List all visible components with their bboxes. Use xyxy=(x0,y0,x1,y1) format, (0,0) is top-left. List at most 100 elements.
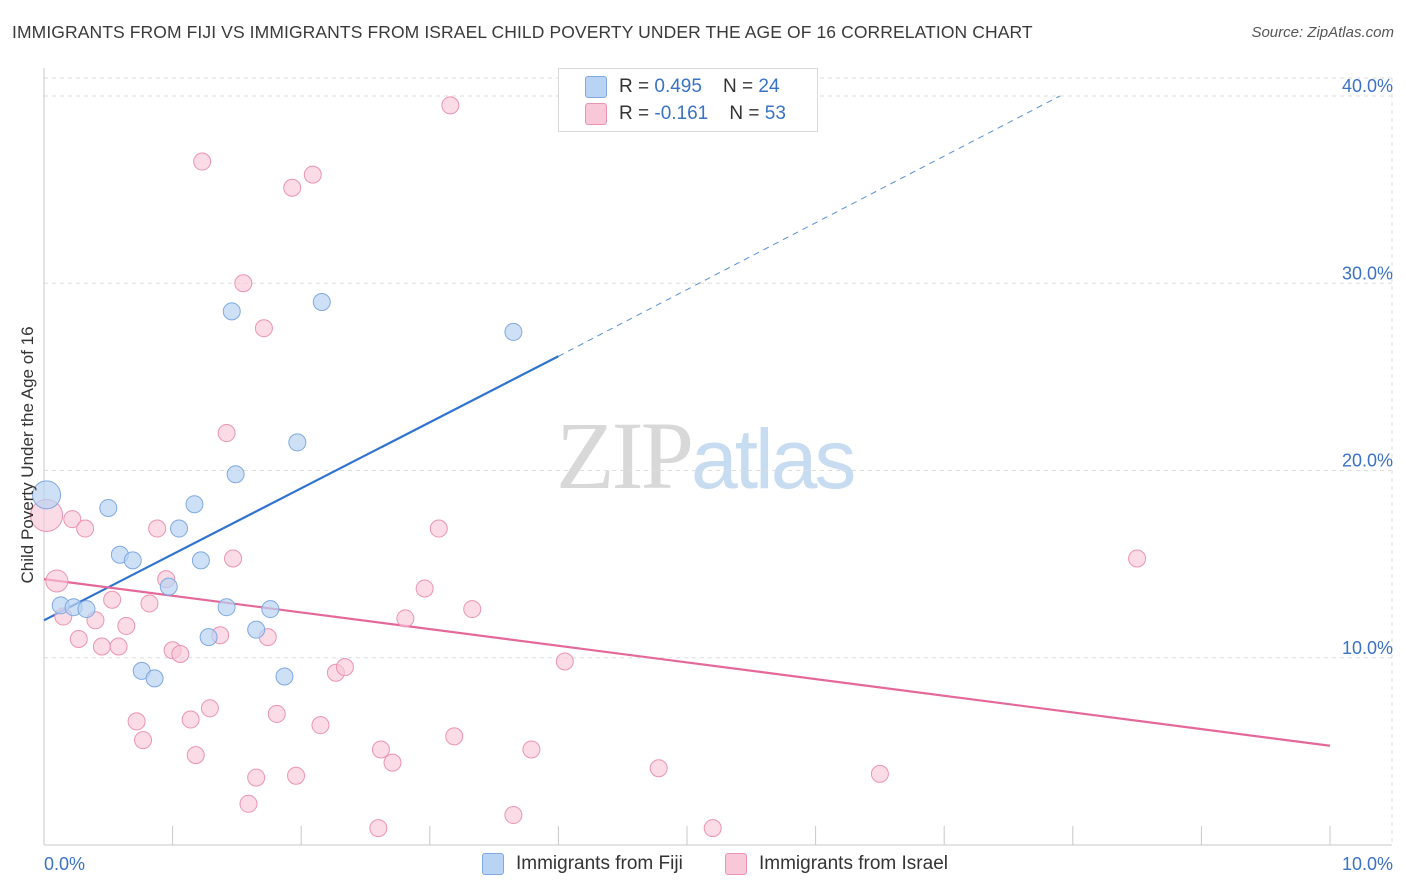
fiji-point-6 xyxy=(123,551,142,570)
israel-point-8 xyxy=(103,590,122,609)
axis-labels: 10.0% 20.0% 30.0% 40.0% 0.0% 10.0% Child Pover… xyxy=(18,76,1393,874)
israel-legend-label: Immigrants from Israel xyxy=(759,853,948,874)
israel-point-23 xyxy=(217,424,236,443)
y-tick-label-1: 20.0% xyxy=(1342,451,1393,471)
fiji-swatch xyxy=(585,76,607,98)
fiji-point-13 xyxy=(199,628,218,647)
fiji-legend-swatch xyxy=(482,853,504,875)
trend-lines xyxy=(43,95,1331,747)
israel-point-45 xyxy=(463,600,482,619)
fiji-point-19 xyxy=(275,667,294,686)
israel-point-13 xyxy=(140,594,159,613)
israel-point-47 xyxy=(522,740,541,759)
grid-lines xyxy=(44,77,1393,845)
fiji-point-10 xyxy=(170,519,189,538)
israel-n-value: 53 xyxy=(764,103,786,124)
israel-swatch xyxy=(585,103,607,125)
legend-israel-text: R = -0.161 N = 53 xyxy=(619,103,786,125)
legend-row-fiji: R = 0.495 N = 24 xyxy=(585,75,780,99)
watermark-atlas: atlas xyxy=(691,412,856,506)
axes xyxy=(43,68,1392,846)
israel-point-3 xyxy=(63,510,82,529)
fiji-point-20 xyxy=(288,433,307,452)
chart-title: IMMIGRANTS FROM FIJI VS IMMIGRANTS FROM … xyxy=(12,22,1033,42)
israel-point-19 xyxy=(186,746,205,765)
y-tick-label-3: 40.0% xyxy=(1342,76,1393,96)
israel-point-52 xyxy=(1128,549,1147,568)
fiji-point-21 xyxy=(312,292,331,311)
fiji-point-3 xyxy=(77,600,96,619)
y-tick-label-0: 10.0% xyxy=(1342,638,1393,658)
fiji-point-12 xyxy=(191,551,210,570)
israel-point-36 xyxy=(335,658,354,677)
israel-point-25 xyxy=(234,274,253,293)
fiji-n-label: N = xyxy=(723,76,759,97)
israel-point-46 xyxy=(504,806,523,825)
israel-point-40 xyxy=(396,609,415,628)
israel-point-38 xyxy=(371,740,390,759)
israel-point-27 xyxy=(247,768,266,787)
israel-point-12 xyxy=(134,731,153,750)
x-tick-label-min: 0.0% xyxy=(44,854,85,874)
israel-point-18 xyxy=(181,710,200,729)
fiji-points xyxy=(32,292,523,688)
israel-point-32 xyxy=(287,766,306,785)
israel-point-28 xyxy=(254,319,273,338)
israel-point-31 xyxy=(283,178,302,197)
fiji-point-22 xyxy=(504,322,523,341)
israel-point-7 xyxy=(92,637,111,656)
axis-ticks xyxy=(43,826,1331,845)
israel-point-10 xyxy=(117,616,136,635)
fiji-point-4 xyxy=(99,498,118,517)
israel-r-value: -0.161 xyxy=(654,103,709,124)
israel-point-4 xyxy=(69,630,88,649)
israel-point-26 xyxy=(239,794,258,813)
israel-point-30 xyxy=(267,704,286,723)
israel-point-51 xyxy=(870,764,889,783)
israel-legend-swatch xyxy=(725,853,747,875)
source-label: Source: ZipAtlas.com xyxy=(1251,24,1394,41)
israel-point-21 xyxy=(200,699,219,718)
legend-fiji-text: R = 0.495 N = 24 xyxy=(619,76,780,98)
israel-point-43 xyxy=(445,727,464,746)
israel-point-33 xyxy=(303,165,322,184)
israel-point-11 xyxy=(127,712,146,731)
watermark: ZIPatlas xyxy=(556,400,856,511)
correlation-legend: R = 0.495 N = 24 R = -0.161 N = 53 xyxy=(558,68,818,132)
israel-point-49 xyxy=(649,759,668,778)
fiji-trend-line xyxy=(43,355,559,622)
fiji-point-17 xyxy=(247,620,266,639)
israel-trend-line xyxy=(43,578,1331,747)
watermark-zip: ZIP xyxy=(556,402,694,509)
israel-point-37 xyxy=(369,819,388,838)
fiji-point-8 xyxy=(145,669,164,688)
fiji-point-0 xyxy=(32,480,62,510)
fiji-point-16 xyxy=(222,302,241,321)
fiji-trend-extension xyxy=(558,95,1061,357)
israel-point-50 xyxy=(703,819,722,838)
israel-point-1 xyxy=(45,569,69,593)
bottom-legend-fiji: Immigrants from Fiji xyxy=(482,852,683,876)
fiji-r-value: 0.495 xyxy=(654,76,702,97)
fiji-point-11 xyxy=(185,495,204,514)
israel-point-14 xyxy=(148,519,167,538)
y-axis-title: Child Poverty Under the Age of 16 xyxy=(18,326,37,583)
israel-point-42 xyxy=(429,519,448,538)
fiji-point-18 xyxy=(261,600,280,619)
israel-r-label: R = xyxy=(619,103,655,124)
israel-points xyxy=(30,96,1147,838)
fiji-point-15 xyxy=(226,465,245,484)
fiji-n-value: 24 xyxy=(758,76,780,97)
y-tick-label-2: 30.0% xyxy=(1342,263,1393,283)
israel-point-41 xyxy=(415,579,434,598)
fiji-point-14 xyxy=(217,598,236,617)
israel-point-9 xyxy=(109,637,128,656)
israel-point-48 xyxy=(555,652,574,671)
israel-point-44 xyxy=(441,96,460,115)
israel-n-label: N = xyxy=(729,103,765,124)
x-tick-label-max: 10.0% xyxy=(1342,854,1393,874)
legend-row-israel: R = -0.161 N = 53 xyxy=(585,102,786,126)
israel-point-17 xyxy=(171,645,190,664)
israel-point-34 xyxy=(311,716,330,735)
